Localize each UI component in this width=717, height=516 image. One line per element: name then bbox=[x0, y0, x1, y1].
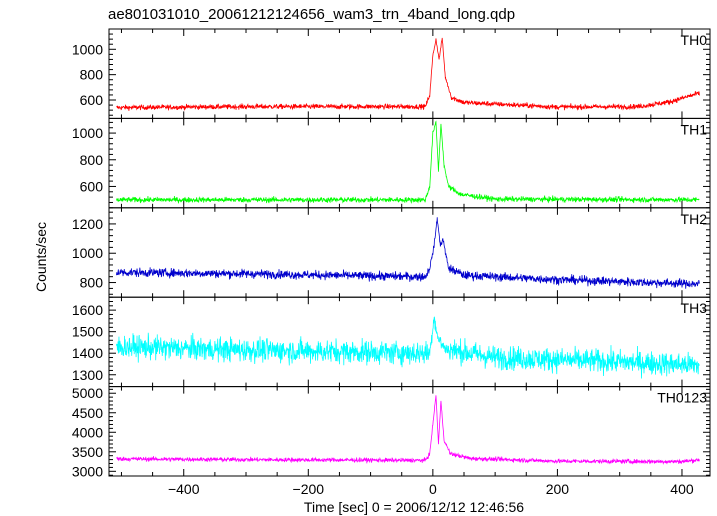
panel-frame bbox=[108, 296, 711, 388]
series-th3-line bbox=[116, 316, 700, 379]
y-tick-label: 3000 bbox=[72, 463, 103, 479]
y-tick-label: 5000 bbox=[72, 385, 103, 401]
series-th0-line bbox=[116, 37, 700, 111]
panel-th0: 600 800 1000 TH0 bbox=[72, 28, 711, 119]
y-tick-label: 1000 bbox=[72, 245, 103, 261]
chart-title: ae801031010_20061212124656_wam3_trn_4ban… bbox=[108, 6, 515, 23]
panel-label: TH3 bbox=[681, 300, 708, 316]
x-tick-label: −400 bbox=[168, 481, 200, 497]
y-axis-label: Counts/sec bbox=[33, 222, 49, 292]
panel-label: TH2 bbox=[681, 211, 708, 227]
x-axis-label: Time [sec] 0 = 2006/12/12 12:46:56 bbox=[304, 499, 524, 515]
panel-label: TH0 bbox=[681, 32, 708, 48]
y-tick-label: 1000 bbox=[72, 41, 103, 57]
series-th2-line bbox=[116, 217, 700, 289]
x-tick-labels: −400 −200 0 200 400 bbox=[168, 481, 694, 497]
x-tick-label: 0 bbox=[429, 481, 437, 497]
y-tick-label: 800 bbox=[80, 67, 104, 83]
y-tick-label: 800 bbox=[80, 275, 104, 291]
y-tick-label: 1000 bbox=[72, 125, 103, 141]
y-tick-label: 3500 bbox=[72, 444, 103, 460]
y-tick-label: 800 bbox=[80, 152, 104, 168]
panel-label: TH1 bbox=[681, 121, 708, 137]
panel-th0123: 3000 3500 4000 4500 5000 TH0123 bbox=[72, 385, 711, 479]
panels-group: 600 800 1000 TH0 600 800 1000 TH1 800 1000 1200 TH2… bbox=[72, 28, 711, 479]
series-th1-line bbox=[116, 120, 700, 204]
panel-frame bbox=[108, 386, 711, 477]
y-tick-label: 1400 bbox=[72, 345, 103, 361]
panel-frame bbox=[108, 117, 711, 209]
y-tick-label: 600 bbox=[80, 92, 104, 108]
y-tick-label: 1300 bbox=[72, 367, 103, 383]
series-th0123-line bbox=[116, 395, 700, 465]
x-tick-label: 400 bbox=[670, 481, 694, 497]
panel-th2: 800 1000 1200 TH2 bbox=[72, 207, 711, 298]
panel-label: TH0123 bbox=[657, 390, 707, 406]
panel-th3: 1300 1400 1500 1600 TH3 bbox=[72, 296, 711, 388]
x-tick-label: −200 bbox=[293, 481, 325, 497]
x-tick-label: 200 bbox=[546, 481, 570, 497]
y-tick-label: 600 bbox=[80, 178, 104, 194]
y-tick-label: 1200 bbox=[72, 216, 103, 232]
y-tick-label: 4500 bbox=[72, 405, 103, 421]
panel-th1: 600 800 1000 TH1 bbox=[72, 117, 711, 209]
y-tick-label: 1600 bbox=[72, 302, 103, 318]
y-tick-label: 4000 bbox=[72, 424, 103, 440]
y-tick-label: 1500 bbox=[72, 324, 103, 340]
